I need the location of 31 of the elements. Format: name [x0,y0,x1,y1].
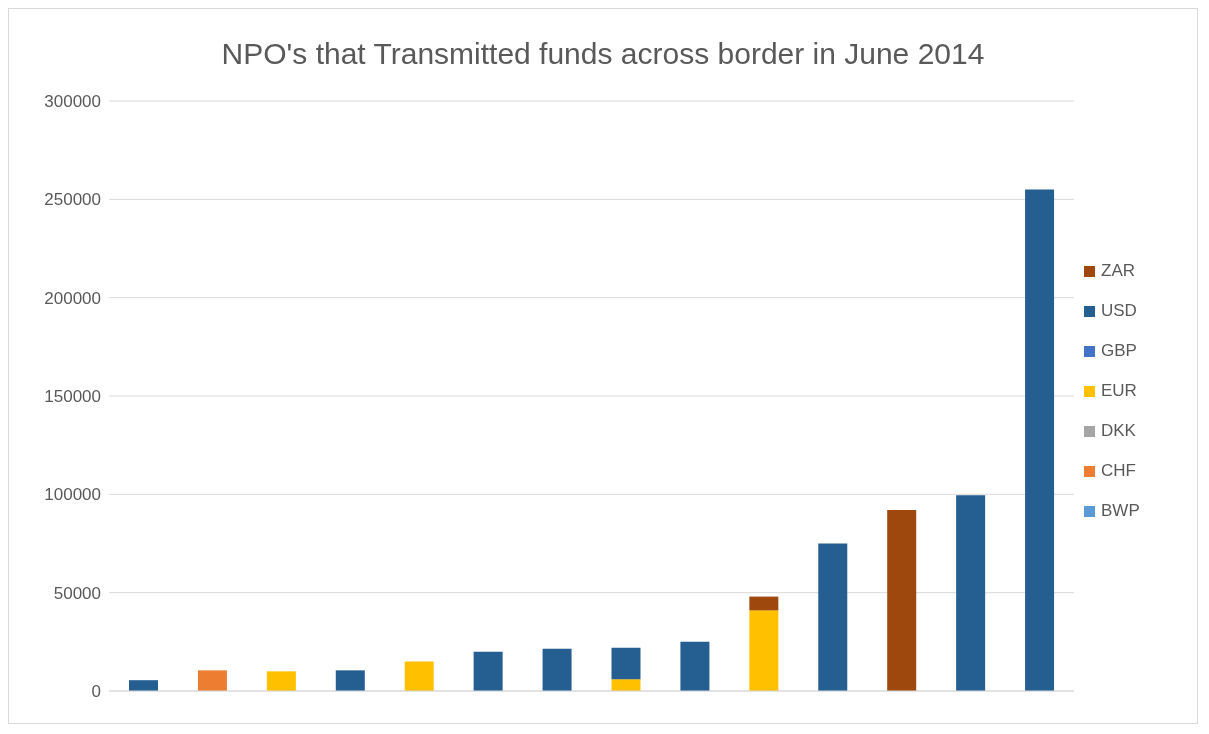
legend-label: DKK [1101,421,1136,441]
bar [473,651,503,691]
bar [680,641,710,691]
bar [335,670,365,691]
bar [542,648,572,691]
bar [887,510,917,691]
y-tick-label: 100000 [44,485,101,505]
y-tick-label: 0 [91,682,101,702]
legend-label: ZAR [1101,261,1135,281]
bar [749,596,779,611]
y-tick-label: 200000 [44,288,101,308]
y-tick-label: 300000 [44,92,101,112]
legend-label: GBP [1101,341,1137,361]
legend-label: BWP [1101,501,1140,521]
y-tick-label: 250000 [44,190,101,210]
bar [128,680,158,691]
bar [956,495,986,691]
bar [611,647,641,680]
legend-label: CHF [1101,461,1136,481]
legend-label: USD [1101,301,1137,321]
bar [197,670,227,691]
bar [611,679,641,691]
y-tick-label: 50000 [53,583,101,603]
bar [266,671,296,691]
bar [818,543,848,691]
bar [749,610,779,691]
legend-label: EUR [1101,381,1137,401]
bar [404,661,434,691]
y-tick-label: 150000 [44,387,101,407]
chart-title: NPO's that Transmitted funds across border in June 2014 [220,36,986,71]
bar [1025,189,1055,691]
